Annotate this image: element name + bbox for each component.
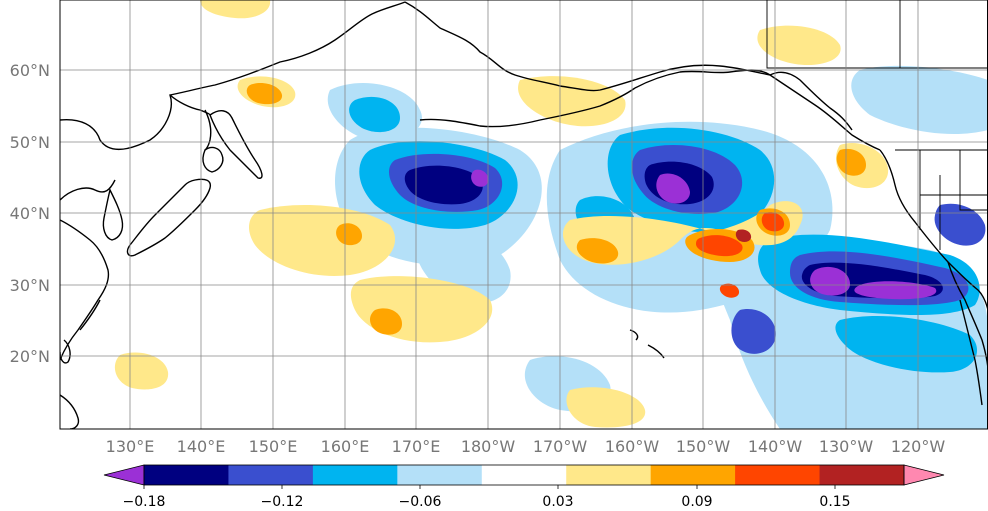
anomaly-area-red [719, 283, 740, 298]
lon-label-170e: 170°E [392, 437, 441, 456]
latitude-labels: 60°N 50°N 40°N 30°N 20°N [10, 61, 50, 366]
coastline-siberia [60, 1, 406, 151]
coastline-sakhalin [204, 109, 212, 151]
coastline-taiwan [60, 339, 71, 364]
anomaly-area-yellow [562, 201, 803, 265]
colorbar: −0.18 −0.12 −0.06 0.03 0.09 0.15 [103, 464, 945, 510]
anomaly-area-lightblue [851, 65, 988, 135]
anomaly-area-orange [369, 308, 402, 335]
anomaly-area-red [735, 229, 752, 242]
lat-label-20n: 20°N [10, 347, 50, 366]
lon-label-170w: 170°W [533, 437, 588, 456]
island-chain-ryukyu [79, 299, 101, 331]
anomaly-area-red [761, 212, 785, 232]
anomaly-area-blue [934, 203, 986, 246]
coastline-baja [947, 261, 988, 369]
anomaly-area-yellow [200, 0, 271, 19]
coastline-us-west [879, 149, 988, 311]
border-canada-us [766, 0, 988, 69]
colorbar-swatch [481, 465, 567, 485]
coastline-hokkaido [202, 146, 224, 173]
lon-label-140w: 140°W [748, 437, 803, 456]
anomaly-area-blue [731, 309, 776, 354]
coastline-aleutians [419, 87, 636, 128]
lon-label-150e: 150°E [249, 437, 298, 456]
colorbar-tick-label: 0.09 [681, 494, 712, 510]
coastline-hawaii [629, 329, 665, 359]
lat-label-40n: 40°N [10, 204, 50, 223]
coastline-mexico [959, 299, 983, 406]
colorbar-tick-label: −0.18 [123, 494, 166, 510]
colorbar-swatch [228, 465, 314, 485]
anomaly-area-orange [576, 238, 619, 264]
anomaly-area-purple [471, 169, 489, 187]
colorbar-swatch [566, 465, 652, 485]
coastline-bc-north [769, 71, 853, 131]
colorbar-swatch [397, 465, 483, 485]
anomaly-area-cyan [835, 315, 978, 373]
anomaly-area-purple [656, 173, 690, 204]
anomaly-area-red [696, 235, 743, 257]
anomaly-area-purple [854, 281, 937, 300]
lon-label-130e: 130°E [106, 437, 155, 456]
lon-label-140e: 140°E [177, 437, 226, 456]
colorbar-swatch [650, 465, 736, 485]
graticule [60, 0, 988, 429]
lon-label-160e: 160°E [321, 437, 370, 456]
lon-label-130w: 130°W [819, 437, 874, 456]
lon-label-150w: 150°W [676, 437, 731, 456]
colorbar-tick-label: −0.12 [261, 494, 304, 510]
colorbar-tick-label: 0.15 [819, 494, 850, 510]
anomaly-area-orange [336, 223, 362, 246]
lon-label-160w: 160°W [605, 437, 660, 456]
anomaly-area-orange [836, 148, 866, 176]
anomaly-area-yellow [248, 205, 396, 276]
colorbar-frame [143, 464, 905, 486]
lon-label-120w: 120°W [891, 437, 946, 456]
colorbar-extend-max [903, 464, 945, 486]
colorbar-extend-min [103, 464, 145, 486]
borders [766, 0, 988, 250]
colorbar-tick-label: 0.03 [542, 494, 573, 510]
coastline-okhotsk [169, 94, 211, 116]
lon-label-180w: 180°W [461, 437, 516, 456]
coastline-china-coast [60, 179, 116, 201]
anomaly-area-yellow [518, 76, 626, 127]
anomaly-area-purple [810, 266, 850, 296]
coastline-korea [102, 187, 124, 241]
coastline-kamchatka [209, 110, 263, 179]
colorbar-swatch [312, 465, 398, 485]
colorbar-swatch [819, 465, 905, 485]
coastlines [60, 1, 988, 429]
lat-label-30n: 30°N [10, 276, 50, 295]
lat-label-50n: 50°N [10, 133, 50, 152]
colorbar-swatch [735, 465, 821, 485]
anomaly-area-yellow [114, 352, 169, 390]
anomaly-field [60, 0, 988, 429]
anomaly-area-yellow [757, 25, 841, 66]
anomaly-area-yellow [566, 387, 646, 428]
border-us-states [919, 150, 988, 250]
longitude-labels: 130°E 140°E 150°E 160°E 170°E 180°W 170°… [106, 437, 946, 456]
anomaly-area-navy [404, 165, 483, 205]
lat-label-60n: 60°N [10, 61, 50, 80]
coastline-philippines [60, 394, 80, 429]
colorbar-swatch [144, 465, 229, 485]
coastline-japan-honshu [126, 178, 212, 257]
colorbar-tick-label: −0.06 [399, 494, 442, 510]
anomaly-area-cyan [349, 96, 400, 133]
